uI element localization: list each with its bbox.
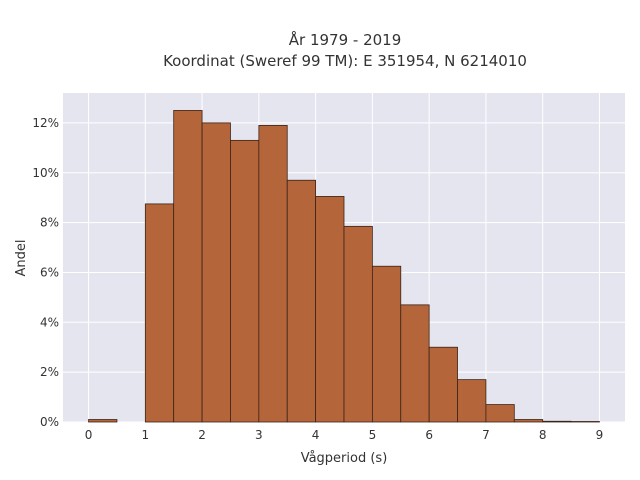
x-tick-label: 0 [85, 428, 93, 442]
histogram-bar [485, 404, 515, 423]
x-tick-labels: 0 1 2 3 4 5 6 7 8 9 [85, 428, 604, 442]
x-axis-label: Vågperiod (s) [301, 451, 388, 466]
histogram-bar [286, 179, 317, 423]
histogram-bars [88, 110, 600, 423]
histogram-bar [201, 122, 231, 423]
x-tick-label: 3 [255, 428, 263, 442]
y-tick-label: 12% [32, 116, 59, 130]
histogram-bar [173, 110, 203, 423]
histogram-bar [88, 419, 118, 423]
y-tick-label: 6% [40, 265, 59, 279]
histogram-bar [230, 139, 260, 423]
histogram-bar [315, 196, 345, 423]
histogram-bar [144, 203, 175, 423]
x-tick-label: 4 [312, 428, 320, 442]
y-tick-label: 8% [40, 216, 59, 230]
x-tick-label: 1 [141, 428, 149, 442]
chart-title-line-2: Koordinat (Sweref 99 TM): E 351954, N 62… [163, 52, 527, 70]
x-tick-label: 6 [425, 428, 433, 442]
histogram-bar [258, 125, 288, 423]
chart-title-line-1: År 1979 - 2019 [289, 30, 402, 49]
histogram-bar [371, 265, 402, 423]
y-tick-label: 10% [32, 166, 59, 180]
x-tick-label: 9 [596, 428, 604, 442]
histogram-bar [457, 379, 487, 423]
histogram-bar [542, 420, 572, 423]
y-tick-label: 2% [40, 365, 59, 379]
histogram-bar [400, 304, 430, 423]
histogram-bar [513, 419, 544, 423]
y-tick-label: 4% [40, 315, 59, 329]
y-tick-label: 0% [40, 415, 59, 429]
histogram-bar [428, 346, 458, 423]
x-tick-label: 7 [482, 428, 490, 442]
x-tick-label: 8 [539, 428, 547, 442]
x-tick-label: 2 [198, 428, 206, 442]
x-tick-label: 5 [369, 428, 377, 442]
histogram-bar [343, 225, 373, 423]
y-axis-label: Andel [14, 240, 29, 277]
y-tick-labels: 0% 2% 4% 6% 8% 10% 12% [32, 116, 59, 429]
